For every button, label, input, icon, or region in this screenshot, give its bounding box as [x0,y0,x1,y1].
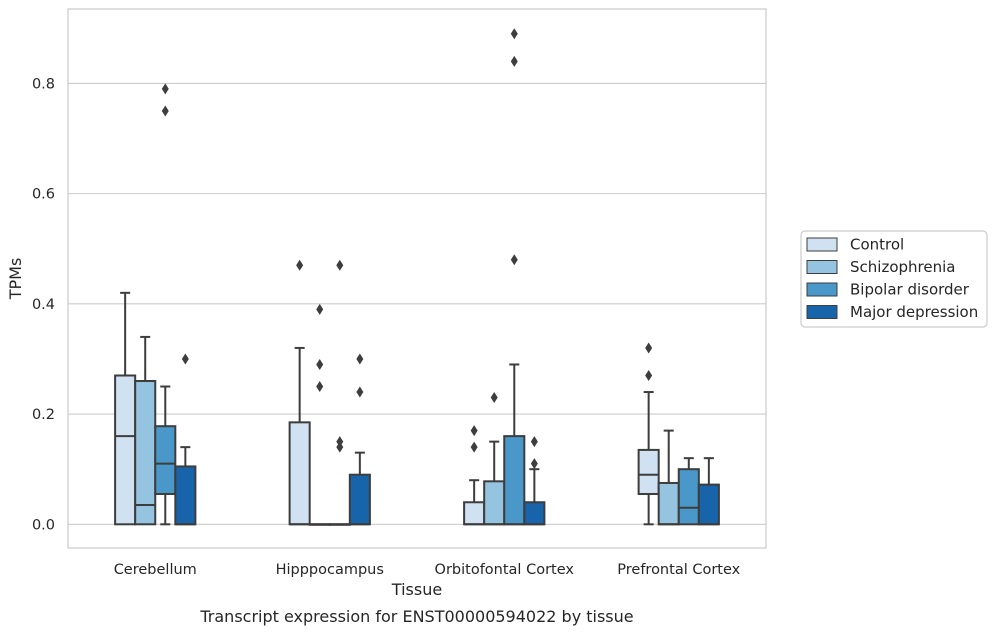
legend-label: Control [850,236,904,254]
outlier-point [645,369,653,381]
outlier-point [336,259,344,271]
box-group [174,353,197,526]
series-group [174,353,720,526]
legend-frame [800,230,988,328]
series-group [134,303,680,526]
outlier-point [510,55,518,67]
outlier-point [316,303,324,315]
legend-item: Schizophrenia [806,258,955,276]
y-tick-label: 0.0 [32,517,55,533]
legend: Control Schizophrenia Bipolar disorder Majo… [800,230,988,328]
box-group [503,28,526,526]
outlier-point [490,392,498,404]
outlier-point [181,353,189,365]
box-iqr [154,425,177,495]
legend-swatch [806,305,838,319]
y-tick-label: 0.6 [32,187,55,203]
outlier-point [356,353,364,365]
legend-label: Major depression [850,303,978,321]
legend-label: Schizophrenia [850,258,955,276]
box-iqr [483,480,506,526]
box-iqr [174,465,197,526]
box-group [483,392,506,526]
y-tick-label: 0.2 [32,407,55,423]
x-axis-ticks: Cerebellum Hipppocampus Orbitofontal Corte… [114,562,741,578]
box-series [114,28,720,526]
box-group [637,342,660,526]
box-group [523,436,546,526]
legend-swatch [806,237,838,252]
box-iqr [657,481,680,526]
box-iqr [134,380,157,526]
box-iqr [288,421,311,526]
x-tick-label: Cerebellum [114,562,197,578]
box-iqr [523,501,546,526]
legend-label: Bipolar disorder [850,281,970,299]
outlier-point [161,83,169,95]
x-tick-label: Orbitofontal Cortex [435,562,575,578]
box-iqr [677,468,700,526]
y-tick-label: 0.8 [32,76,55,92]
box-iqr [463,501,486,526]
series-group [154,28,700,526]
outlier-point [510,254,518,266]
outlier-point [470,441,478,453]
outlier-point [296,259,304,271]
outlier-point [336,441,344,453]
outlier-point [161,105,169,117]
box-group [288,259,311,526]
x-tick-label: Prefrontal Cortex [617,562,740,578]
chart-caption: Transcript expression for ENST0000059402… [199,607,633,626]
box-iqr [697,483,720,526]
outlier-point [645,342,653,354]
outlier-point [530,458,538,470]
box-group [463,425,486,526]
box-iqr [348,473,371,526]
x-tick-label: Hipppocampus [276,562,384,578]
box-group [348,353,371,526]
y-tick-label: 0.4 [32,297,55,313]
x-axis-label: Tissue [391,580,442,599]
legend-item: Control [806,236,904,254]
box-group [697,457,720,526]
box-iqr [114,374,137,526]
outlier-point [356,386,364,398]
outlier-point [530,436,538,448]
legend-swatch [806,282,838,297]
y-axis-ticks: 0.0 0.2 0.4 0.6 0.8 [32,76,55,533]
legend-item: Major depression [806,303,978,321]
outlier-point [336,436,344,448]
legend-swatch [806,260,838,274]
box-iqr [503,435,526,526]
y-axis-label: TPMs [6,258,25,301]
outlier-point [470,425,478,437]
outlier-point [316,381,324,393]
box-group [154,83,177,526]
outlier-point [510,28,518,40]
box-iqr [637,448,660,495]
outlier-point [316,358,324,370]
legend-item: Bipolar disorder [806,281,970,299]
